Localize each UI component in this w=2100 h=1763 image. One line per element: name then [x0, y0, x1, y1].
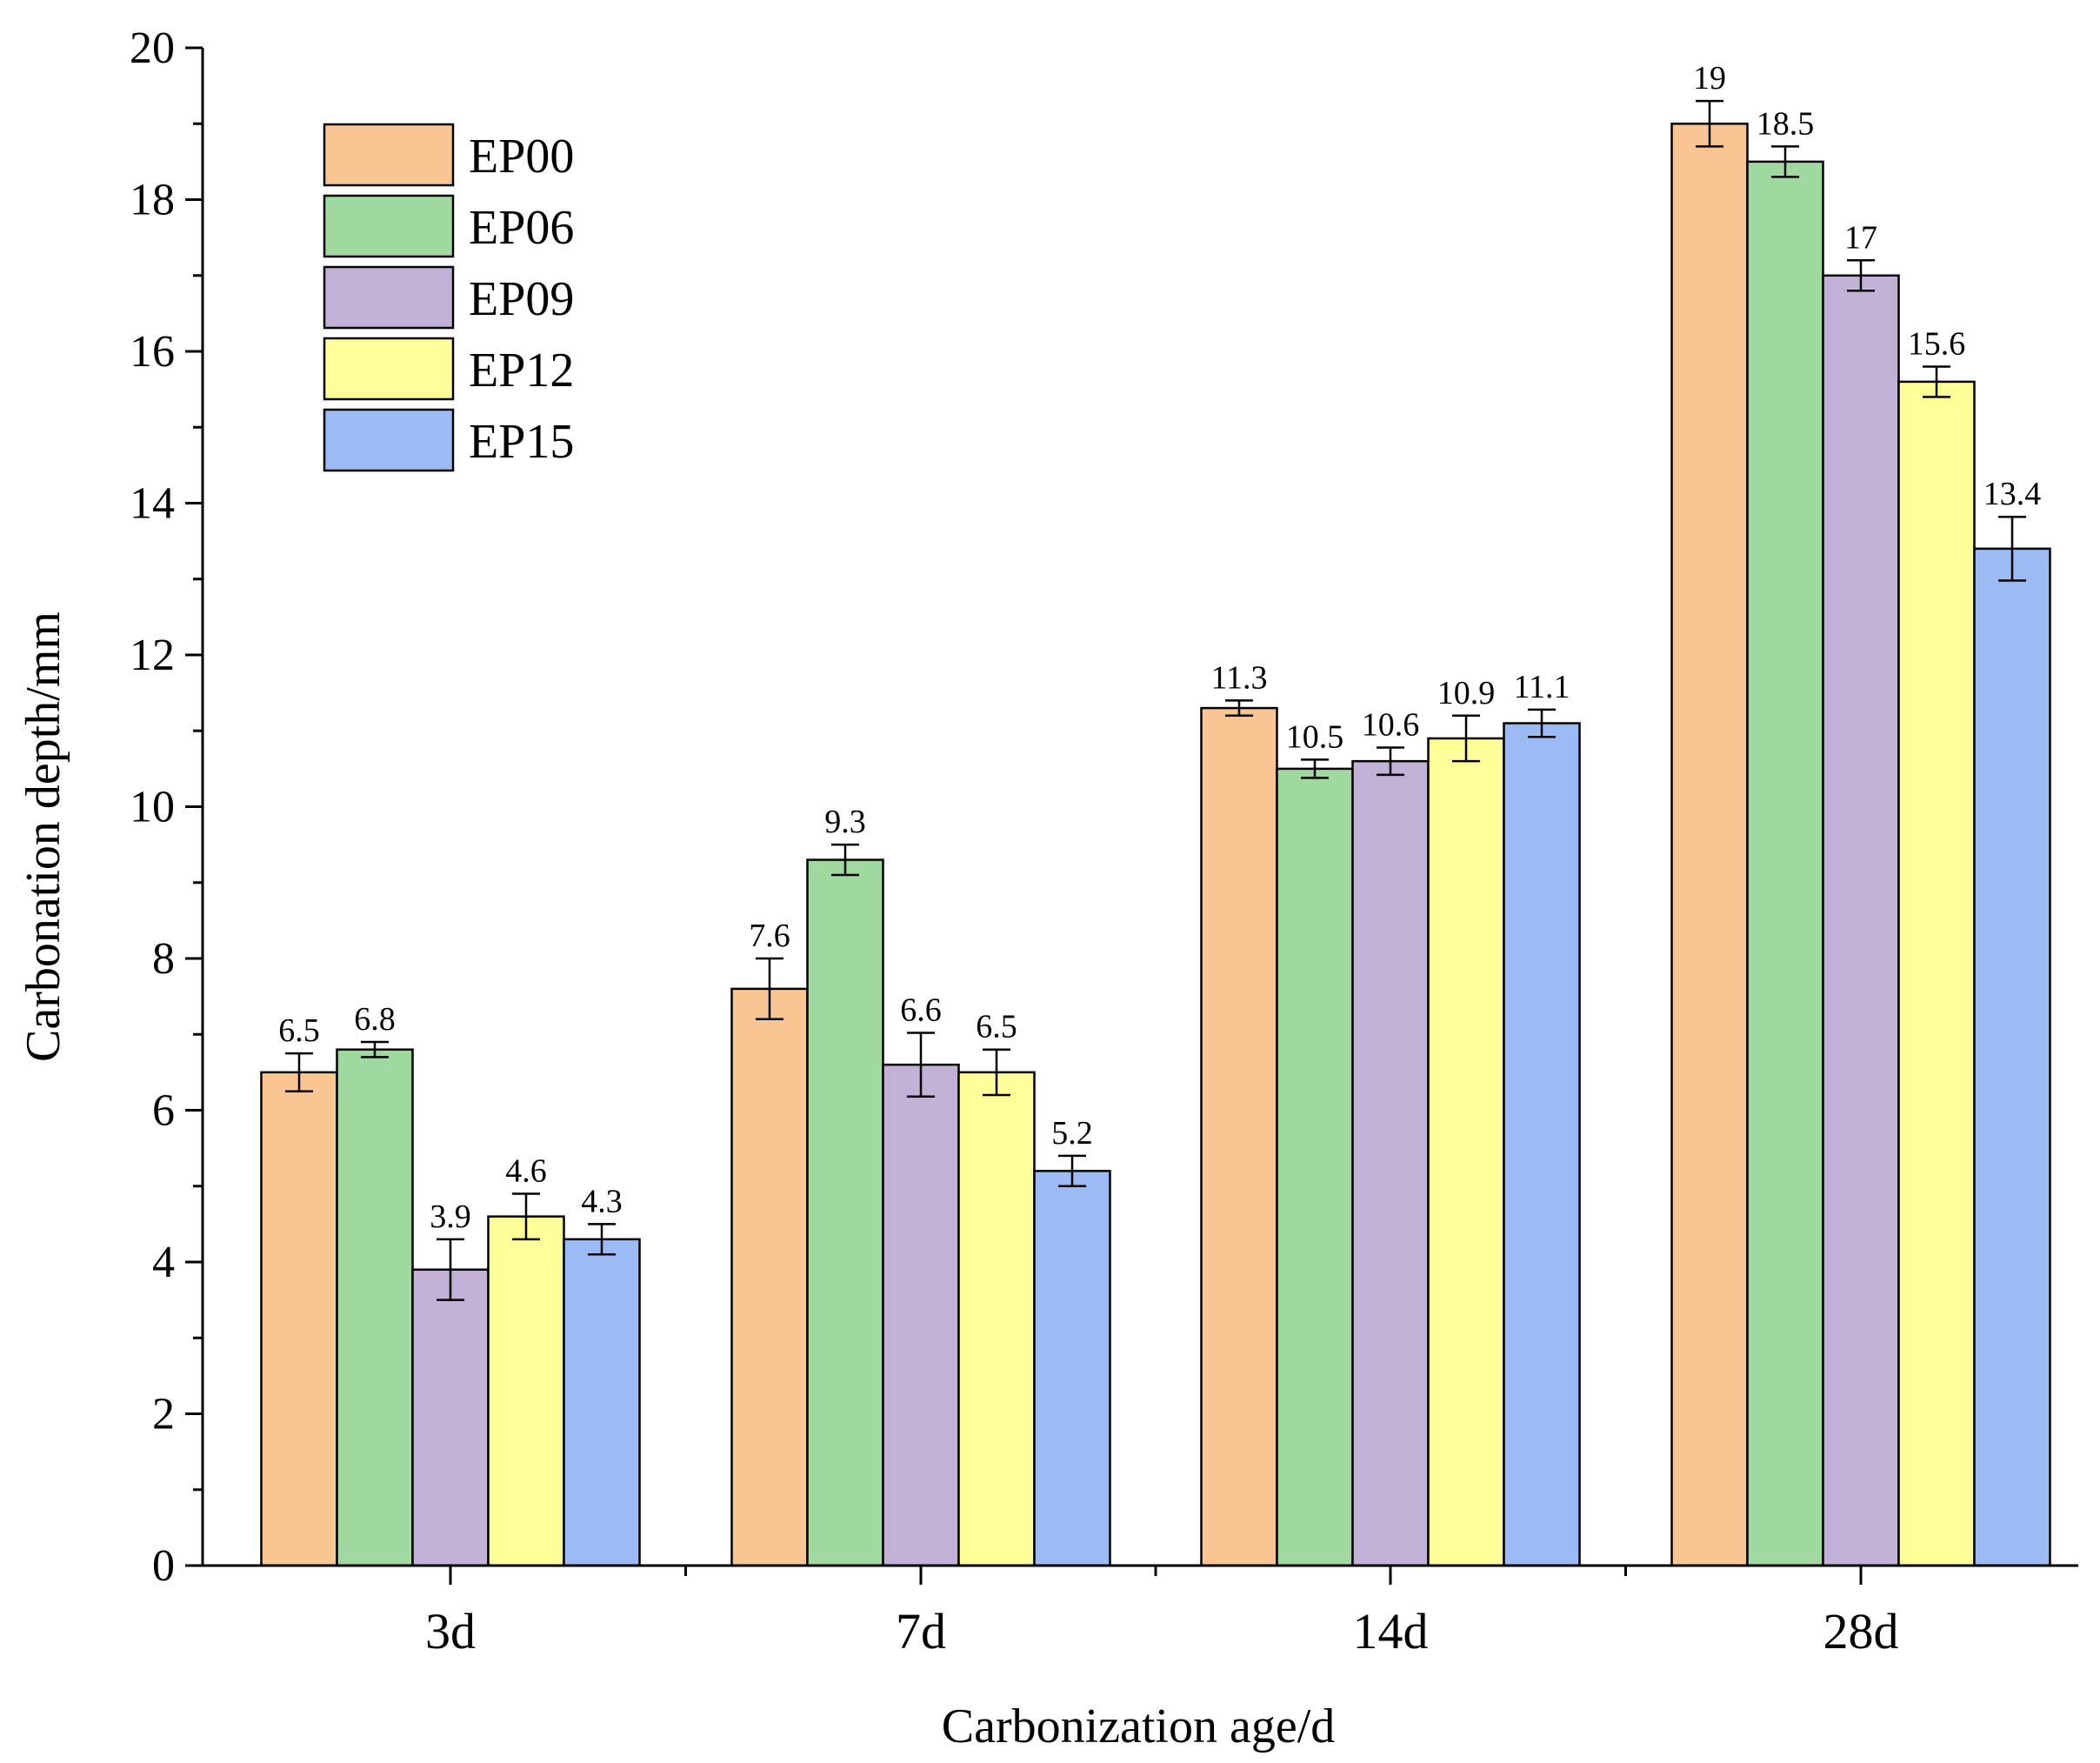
y-tick-label: 12: [130, 631, 175, 680]
bar: [336, 1048, 414, 1567]
data-label: 18.5: [1757, 105, 1815, 142]
bar: [730, 987, 809, 1567]
bar: [1670, 123, 1749, 1567]
legend: EP00 EP06 EP09 EP12 EP15: [323, 123, 574, 472]
data-label: 10.9: [1437, 675, 1496, 711]
data-label: 7.6: [749, 918, 790, 954]
y-tick-label: 6: [152, 1086, 175, 1136]
y-tick-label: 8: [152, 934, 175, 984]
legend-swatch: [323, 265, 455, 330]
y-tick-label: 10: [130, 783, 175, 832]
y-tick-label: 16: [130, 327, 175, 377]
data-label: 10.5: [1286, 718, 1344, 755]
bar: [1351, 759, 1430, 1567]
legend-label: EP06: [469, 201, 574, 255]
bar: [487, 1215, 565, 1567]
y-tick-label: 0: [152, 1541, 175, 1591]
y-tick-label: 2: [152, 1390, 175, 1439]
data-label: 6.6: [900, 992, 942, 1029]
bar: [806, 858, 884, 1567]
legend-swatch: [323, 337, 455, 401]
bar: [957, 1071, 1036, 1567]
data-label: 17: [1844, 219, 1877, 256]
bars: 6.5 7.6 11.3 19 6.8 9.3 10.5 18.5 3.9 6.6 10.6 17 4.…: [260, 60, 2051, 1567]
bar: [1427, 737, 1505, 1567]
legend-label: EP15: [469, 415, 574, 469]
x-tick-label: 28d: [1823, 1603, 1899, 1659]
x-axis-title: Carbonization age/d: [942, 1700, 1336, 1753]
y-axis-title: Carbonation depth/mm: [17, 611, 70, 1062]
data-label: 13.4: [1983, 476, 2042, 512]
data-label: 9.3: [824, 804, 866, 840]
y-tick-label: 18: [130, 176, 175, 225]
legend-swatch: [323, 408, 455, 472]
data-label: 6.5: [278, 1012, 320, 1049]
legend-label: EP12: [469, 344, 574, 397]
bar: [1973, 547, 2051, 1567]
data-label: 6.5: [976, 1009, 1017, 1045]
y-tick-label: 20: [130, 23, 175, 73]
x-tick-label: 7d: [896, 1603, 946, 1659]
bar: [1822, 274, 1900, 1567]
x-tick-label: 3d: [425, 1603, 476, 1659]
axes: 0 2 4 6 8 10 12 14 16 18 20 3d 7d 14d 28d: [130, 23, 2078, 1659]
data-label: 5.2: [1051, 1115, 1093, 1152]
data-label: 11.3: [1210, 659, 1267, 696]
data-label: 4.3: [581, 1183, 623, 1219]
bar: [882, 1063, 960, 1567]
y-tick-label: 14: [130, 479, 175, 529]
x-tick-label: 14d: [1353, 1603, 1429, 1659]
bar: [260, 1071, 338, 1567]
bar: [563, 1238, 641, 1567]
data-label: 19: [1693, 60, 1726, 97]
legend-label: EP00: [469, 130, 574, 184]
legend-label: EP09: [469, 272, 574, 326]
bar: [411, 1268, 490, 1567]
legend-swatch: [323, 194, 455, 258]
data-label: 6.8: [354, 1001, 396, 1038]
bar: [1746, 160, 1824, 1567]
data-label: 3.9: [430, 1199, 471, 1235]
data-label: 11.1: [1513, 669, 1570, 705]
data-label: 15.6: [1908, 325, 1966, 362]
bar: [1503, 722, 1581, 1567]
bar: [1276, 767, 1354, 1567]
bar: [1897, 380, 1976, 1567]
y-tick-label: 4: [152, 1238, 175, 1287]
bar: [1200, 706, 1278, 1567]
data-label: 4.6: [505, 1152, 547, 1189]
bar: [1033, 1170, 1111, 1567]
data-label: 10.6: [1362, 706, 1420, 743]
legend-swatch: [323, 123, 455, 187]
